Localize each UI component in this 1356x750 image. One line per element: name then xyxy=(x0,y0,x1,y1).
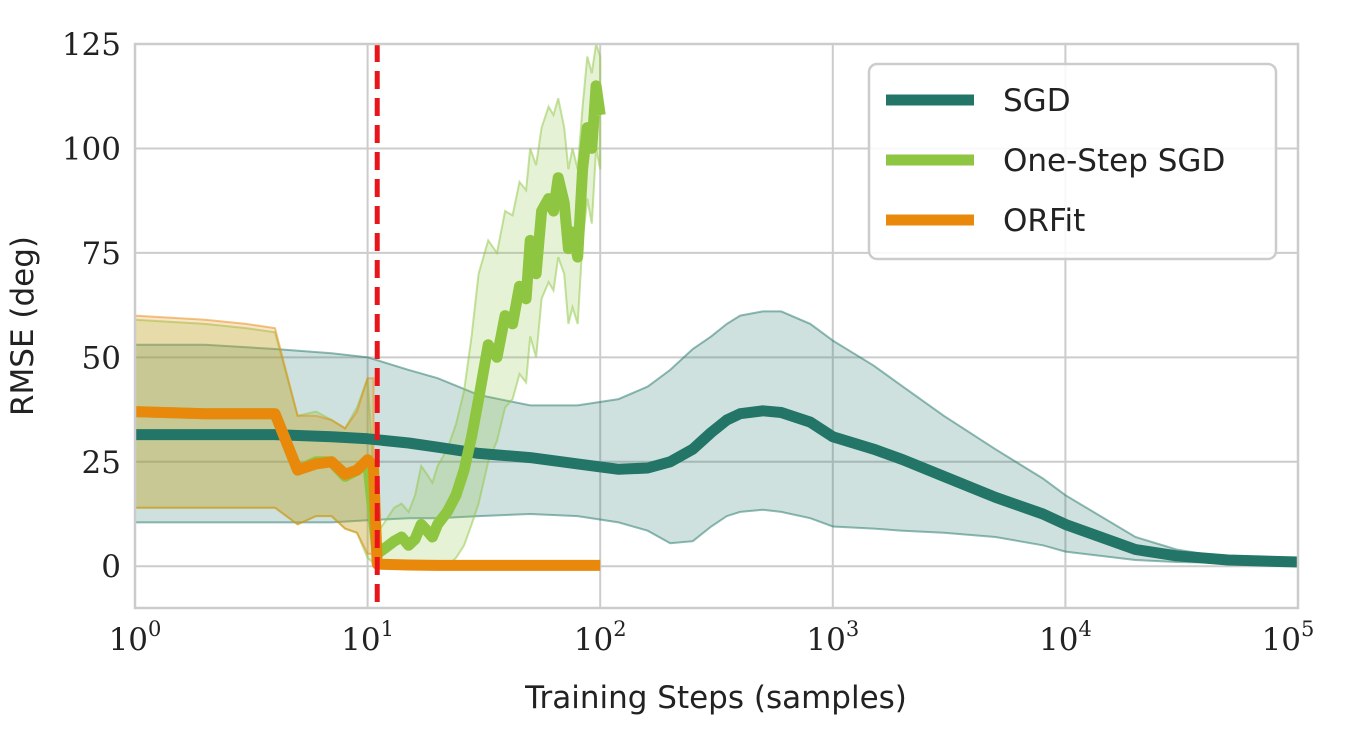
x-tick-label: 104 xyxy=(1039,617,1092,658)
legend: SGD One-Step SGD ORFit xyxy=(867,62,1278,261)
legend-label-sgd: SGD xyxy=(1003,83,1071,119)
y-axis-label: RMSE (deg) xyxy=(5,236,41,416)
x-tick-label: 105 xyxy=(1262,617,1315,658)
y-tick-label: 50 xyxy=(82,340,121,376)
plot-frame xyxy=(133,42,1300,610)
y-tick-label: 100 xyxy=(62,131,121,167)
y-axis-ticks: 0 25 50 75 100 125 xyxy=(62,27,121,585)
x-tick-label: 103 xyxy=(806,617,859,658)
y-tick-label: 125 xyxy=(62,27,121,63)
y-tick-label: 0 xyxy=(101,549,121,585)
x-tick-label: 101 xyxy=(341,617,394,658)
legend-label-one-step-sgd: One-Step SGD xyxy=(1003,143,1225,179)
x-axis-label: Training Steps (samples) xyxy=(524,680,907,716)
y-tick-label: 75 xyxy=(82,236,121,272)
legend-label-orfit: ORFit xyxy=(1003,203,1085,239)
series-lines xyxy=(134,80,1299,571)
sgd-line xyxy=(135,405,1299,568)
x-tick-label: 102 xyxy=(574,617,627,658)
y-tick-label: 25 xyxy=(82,445,121,481)
x-axis-ticks: 100 101 102 103 104 105 xyxy=(109,617,1315,658)
legend-box xyxy=(867,62,1278,261)
orfit-line xyxy=(134,406,601,571)
x-tick-label: 100 xyxy=(109,617,162,658)
